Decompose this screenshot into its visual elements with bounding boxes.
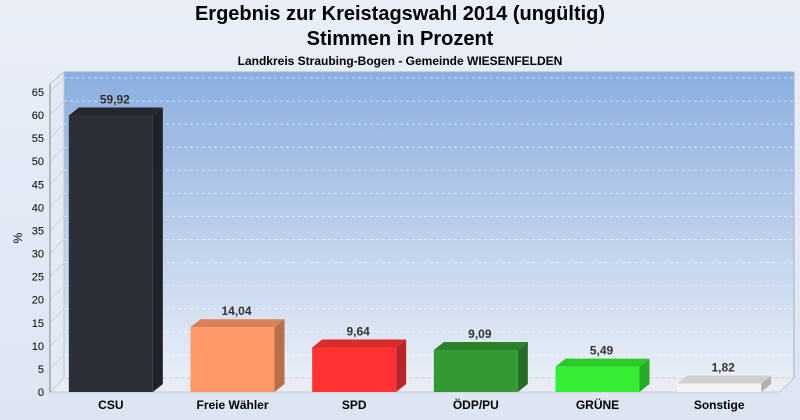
data-label: 5,49 (590, 344, 614, 358)
x-tick-label: Freie Wähler (196, 398, 268, 412)
bar-top (68, 107, 163, 116)
gridline-side (49, 193, 65, 208)
gridline-side (49, 331, 65, 347)
gridline-side (49, 239, 65, 254)
gridline-side (49, 377, 65, 393)
y-axis-label: % (11, 232, 25, 243)
x-tick-label: CSU (98, 398, 123, 412)
y-tick-label: 20 (32, 295, 44, 307)
y-tick-label: 10 (32, 341, 44, 353)
bar-top (555, 358, 650, 367)
bar-top (190, 319, 285, 328)
bar-side (274, 319, 285, 392)
bar-csu (68, 115, 153, 392)
gridline-side (49, 77, 65, 93)
gridline-side (49, 285, 65, 301)
y-tick-label: 45 (32, 179, 44, 191)
bar-side (396, 339, 407, 392)
bar-side (639, 358, 650, 392)
y-tick-label: 15 (32, 318, 44, 330)
gridline-side (49, 146, 65, 162)
x-tick-label: ÖDP/PU (453, 397, 499, 412)
bar-spd (312, 347, 397, 392)
y-tick-label: 65 (32, 87, 44, 99)
y-tick-label: 40 (32, 202, 44, 214)
bar-top (677, 375, 772, 384)
y-tick-label: 50 (32, 156, 44, 168)
bar-side (517, 342, 528, 392)
gridline-side (49, 262, 65, 277)
x-tick-label: Sonstige (694, 398, 745, 412)
y-tick-label: 55 (32, 133, 44, 145)
bar-top (433, 342, 528, 351)
y-tick-label: 5 (38, 364, 44, 376)
bar-grüne (555, 366, 640, 392)
gridline-side (49, 354, 65, 370)
y-axis: 0 5 10 15 20 25 30 35 40 45 50 55 60 65% (11, 84, 51, 399)
chart-subtitle: Landkreis Straubing-Bogen - Gemeinde WIE… (237, 54, 563, 68)
y-tick-label: 30 (32, 249, 44, 261)
gridline-side (49, 100, 65, 116)
data-label: 14,04 (221, 304, 251, 318)
bar-side (152, 107, 163, 392)
data-label: 59,92 (100, 92, 130, 106)
x-tick-label: GRÜNE (576, 397, 619, 412)
gridlines (49, 77, 794, 393)
bar-ödp-pu (433, 350, 518, 392)
bars: 59,92 14,04 9,64 9,09 5,49 1,82 (68, 92, 772, 392)
y-tick-label: 35 (32, 225, 44, 237)
gridline-side (49, 123, 65, 139)
chart-title: Ergebnis zur Kreistagswahl 2014 (ungülti… (194, 3, 606, 25)
x-axis: CSU Freie Wähler SPD ÖDP/PU GRÜNE Sonstige (98, 397, 745, 412)
bar-side (761, 375, 772, 392)
y-tick-label: 0 (38, 387, 44, 399)
bar-sonstige (677, 383, 762, 392)
gridline-side (49, 308, 65, 324)
data-label: 9,09 (468, 327, 492, 341)
gridline-side (49, 216, 65, 231)
chart-title-line2: Stimmen in Prozent (306, 28, 494, 50)
x-tick-label: SPD (342, 398, 367, 412)
data-label: 9,64 (346, 325, 370, 339)
gridline-side (49, 169, 65, 185)
y-tick-label: 25 (32, 272, 44, 284)
y-tick-label: 60 (32, 110, 44, 122)
bar-freie-wähler (190, 327, 275, 392)
data-label: 1,82 (711, 361, 735, 375)
bar-top (312, 339, 407, 348)
